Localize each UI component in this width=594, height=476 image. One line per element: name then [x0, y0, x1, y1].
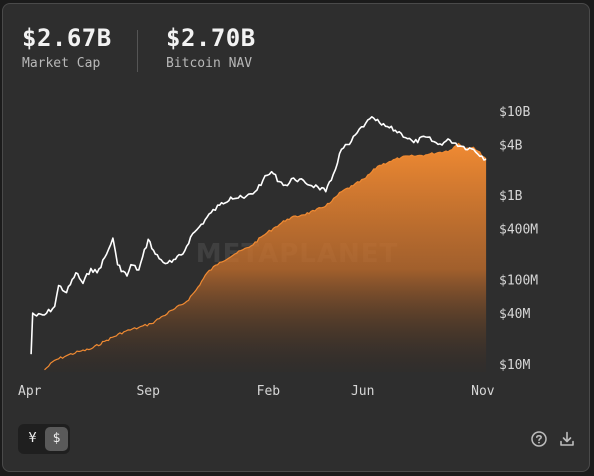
bitcoin-nav-edge	[44, 142, 487, 371]
y-tick-label: $40M	[499, 307, 530, 322]
usd-currency-button[interactable]: $	[45, 427, 68, 451]
x-tick-label: Nov	[471, 384, 495, 399]
yen-currency-button[interactable]: ¥	[28, 431, 37, 446]
x-tick-label: Jun	[351, 384, 374, 399]
bitcoin-nav-area	[44, 143, 487, 372]
market-cap-stat: $2.67B Market Cap	[22, 24, 112, 72]
x-axis-ticks: Apr Sep Feb Jun Nov	[18, 384, 495, 399]
y-tick-label: $10B	[499, 105, 530, 120]
bitcoin-nav-value: $2.70B	[166, 24, 256, 52]
y-tick-label: $10M	[499, 358, 530, 373]
y-axis-ticks: $10B $4B $1B $400M $100M $40M $10M	[499, 105, 538, 373]
currency-toggle: ¥ $	[18, 424, 70, 454]
y-tick-label: $400M	[499, 223, 538, 238]
stat-divider	[137, 30, 138, 72]
x-tick-label: Sep	[136, 384, 160, 399]
x-tick-label: Feb	[257, 384, 281, 399]
market-cap-line	[30, 116, 487, 355]
bitcoin-nav-label: Bitcoin NAV	[166, 56, 253, 71]
y-tick-label: $100M	[499, 274, 538, 289]
x-tick-label: Apr	[18, 384, 42, 399]
y-tick-label: $4B	[499, 138, 523, 153]
download-icon[interactable]	[558, 430, 576, 448]
market-cap-value: $2.67B	[22, 24, 112, 52]
market-cap-label: Market Cap	[22, 56, 101, 71]
y-tick-label: $1B	[499, 189, 523, 204]
help-circle-icon[interactable]	[530, 430, 548, 448]
bitcoin-nav-stat: $2.70B Bitcoin NAV	[166, 24, 256, 72]
